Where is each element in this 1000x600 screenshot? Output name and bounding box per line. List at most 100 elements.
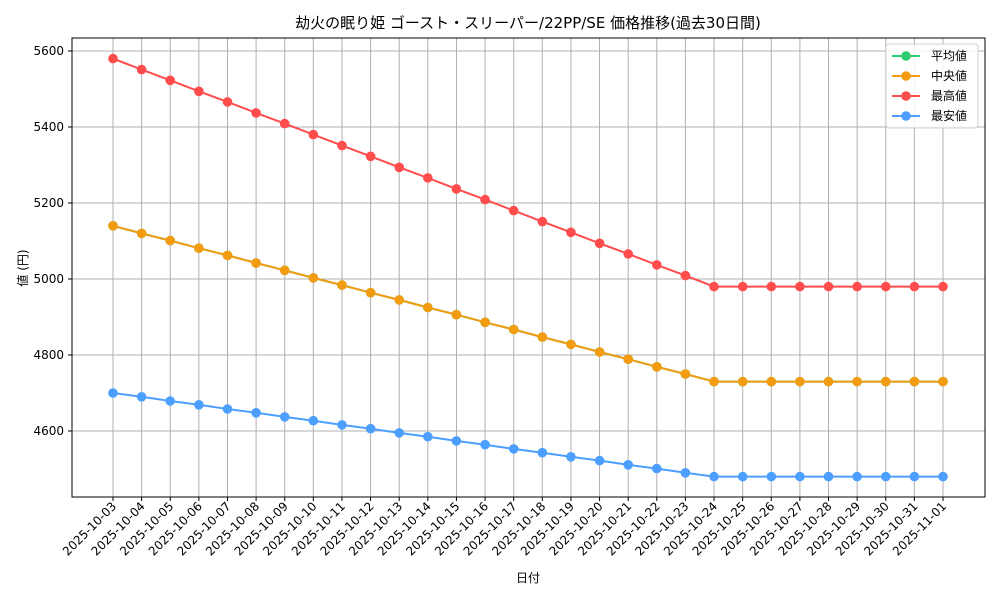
data-point-marker [251,258,261,268]
data-point-marker [938,471,948,482]
data-point-marker [652,463,662,474]
data-point-marker [480,194,490,205]
y-tick-label: 4800 [33,348,64,362]
data-point-marker [709,281,719,292]
data-point-marker [394,295,405,305]
data-point-marker [823,281,834,292]
data-point-marker [108,388,118,398]
data-point-marker [852,376,862,387]
legend-label: 最安値 [931,108,967,123]
data-point-marker [279,118,290,129]
legend-marker-icon [901,71,911,81]
data-point-marker [337,140,347,151]
data-point-marker [795,376,805,387]
data-point-marker [680,270,691,281]
data-point-marker [451,184,462,194]
data-point-marker [508,444,519,454]
data-point-marker [795,281,805,292]
series-line [112,392,943,478]
grid-lines [72,38,985,497]
data-point-marker [480,439,490,450]
y-tick-label: 5000 [33,272,64,286]
legend-marker-icon [901,51,911,61]
data-point-marker [451,436,462,446]
data-point-marker [938,376,948,387]
data-point-marker [823,376,834,387]
legend-marker-icon [901,111,911,121]
data-point-marker [652,260,662,270]
data-point-marker [680,468,691,478]
data-point-marker [194,243,204,253]
legend-box [885,43,979,129]
x-axis-label: 日付 [516,571,540,585]
y-tick-label: 5400 [33,120,64,134]
data-point-marker [423,431,433,442]
series-3 [108,388,948,482]
data-point-marker [308,415,319,426]
data-point-marker [795,471,805,482]
data-point-marker [365,287,376,298]
series-line [112,57,943,288]
data-point-marker [165,235,175,246]
data-point-marker [852,281,862,292]
y-axis: 4600 4800 5000 5200 5400 5600 [33,44,72,438]
data-point-marker [136,392,147,402]
data-point-marker [165,75,175,86]
series-line [112,224,943,383]
series-lines [108,53,948,482]
data-point-marker [537,332,548,342]
data-point-marker [308,273,319,283]
legend-marker-icon [901,91,911,101]
data-point-marker [594,238,605,249]
data-point-marker [136,64,147,75]
legend-item: 平均値 [892,48,967,63]
data-point-marker [766,471,777,482]
data-point-marker [909,281,920,292]
series-2 [108,53,948,292]
data-point-marker [623,354,633,365]
data-point-marker [680,369,691,379]
data-point-marker [194,86,204,97]
data-point-marker [852,471,862,482]
data-point-marker [909,471,920,482]
data-point-marker [222,250,233,261]
data-point-marker [337,420,347,430]
data-point-marker [623,249,633,259]
data-point-marker [881,471,891,482]
data-point-marker [594,347,605,357]
data-point-marker [652,362,662,372]
data-point-marker [222,404,233,414]
data-point-marker [537,216,548,227]
data-point-marker [165,396,175,406]
legend-label: 中央値 [931,68,967,83]
data-point-marker [823,471,834,482]
data-point-marker [308,129,319,140]
data-point-marker [108,221,118,231]
data-point-marker [566,339,576,350]
series-line [112,224,943,383]
data-point-marker [337,280,347,290]
data-point-marker [909,376,920,387]
data-point-marker [766,376,777,387]
data-point-marker [108,53,118,64]
legend-item: 最高値 [892,88,967,103]
data-point-marker [508,324,519,335]
data-point-marker [451,309,462,320]
chart-title: 劫火の眠り姫 ゴースト・スリーパー/22PP/SE 価格推移(過去30日間) [295,14,761,32]
data-point-marker [394,162,405,173]
data-point-marker [766,281,777,292]
data-point-marker [537,447,548,458]
series-1 [108,221,948,387]
data-point-marker [881,281,891,292]
y-tick-label: 5600 [33,44,64,58]
data-point-marker [279,265,290,276]
data-point-marker [251,408,261,418]
data-point-marker [423,173,433,183]
data-point-marker [737,281,748,292]
data-point-marker [938,281,948,292]
y-tick-label: 5200 [33,196,64,210]
data-point-marker [709,471,719,482]
data-point-marker [251,108,261,118]
